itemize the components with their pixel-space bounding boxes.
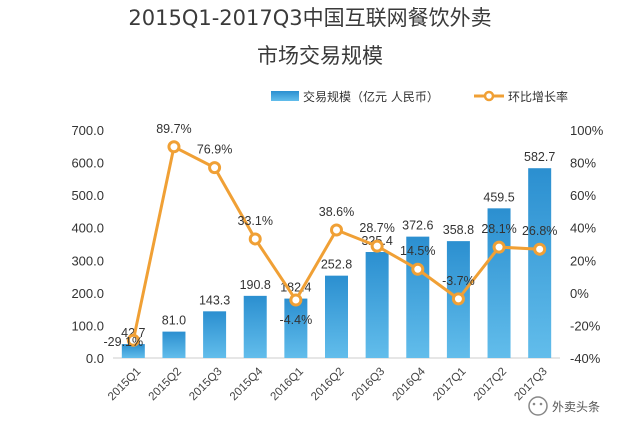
growth-value-label: 28.1% xyxy=(481,222,516,236)
growth-value-label: -3.7% xyxy=(442,274,475,288)
x-tick-label: 2016Q1 xyxy=(269,366,306,403)
x-tick-label: 2015Q2 xyxy=(147,366,184,403)
growth-value-label: -29.1% xyxy=(104,335,144,349)
left-tick-label: 500.0 xyxy=(71,188,104,203)
right-tick-label: -40% xyxy=(570,351,601,366)
left-tick-label: 300.0 xyxy=(71,253,104,268)
right-tick-label: 80% xyxy=(570,156,596,171)
chart-title: 2015Q1-2017Q3中国互联网餐饮外卖 xyxy=(128,6,491,30)
growth-value-label: 76.9% xyxy=(197,143,232,157)
line-labels: -29.1% 89.7% 76.9% 33.1% -4.4% 38.6% 28.7% 14.5… xyxy=(104,122,558,349)
x-tick-label: 2017Q3 xyxy=(512,366,549,403)
legend-bar-swatch xyxy=(271,91,299,101)
line-series xyxy=(126,140,547,347)
growth-value-label: 26.8% xyxy=(522,224,557,238)
x-tick-label: 2016Q4 xyxy=(390,365,428,403)
growth-point xyxy=(208,161,222,175)
x-tick-label: 2015Q3 xyxy=(187,366,224,403)
bar xyxy=(325,275,348,358)
x-axis: 2015Q1 2015Q2 2015Q3 2015Q4 2016Q1 2016Q2 2016… xyxy=(106,365,550,403)
growth-point xyxy=(411,262,425,276)
bar-value-label: 252.8 xyxy=(321,258,352,272)
growth-point xyxy=(248,232,262,246)
bar-value-label: 190.8 xyxy=(240,278,271,292)
bar-value-label: 358.8 xyxy=(443,223,474,237)
bar-value-label: 582.7 xyxy=(524,150,555,164)
x-tick-label: 2017Q2 xyxy=(472,366,509,403)
growth-point xyxy=(167,140,181,154)
x-tick-label: 2015Q4 xyxy=(228,365,266,403)
watermark: 外卖头条 xyxy=(528,396,600,416)
right-tick-label: -20% xyxy=(570,318,601,333)
x-tick-label: 2016Q2 xyxy=(309,366,346,403)
growth-point xyxy=(330,223,343,237)
watermark-icon-eye-right xyxy=(539,402,543,406)
right-tick-label: 40% xyxy=(570,221,596,236)
x-tick-label: 2017Q1 xyxy=(431,366,468,403)
bar xyxy=(528,168,552,358)
legend-line-marker xyxy=(483,90,495,102)
right-tick-label: 100% xyxy=(570,123,604,138)
left-tick-label: 0.0 xyxy=(86,351,104,366)
growth-value-label: 33.1% xyxy=(238,214,273,228)
right-tick-label: 0% xyxy=(570,286,589,301)
bar xyxy=(162,331,186,358)
left-tick-label: 600.0 xyxy=(71,156,104,171)
growth-value-label: 14.5% xyxy=(400,244,435,258)
left-tick-label: 700.0 xyxy=(71,123,104,138)
x-tick-label: 2015Q1 xyxy=(106,366,143,403)
left-axis: 0.0 100.0 200.0 300.0 400.0 500.0 600.0 700.0 xyxy=(71,123,104,366)
bar-value-label: 372.6 xyxy=(402,219,433,233)
growth-point xyxy=(126,333,140,347)
watermark-text: 外卖头条 xyxy=(552,400,600,414)
bar xyxy=(243,295,267,358)
growth-value-label: -4.4% xyxy=(280,313,313,327)
growth-value-label: 38.6% xyxy=(319,205,354,219)
right-tick-label: 20% xyxy=(570,253,596,268)
watermark-icon xyxy=(528,396,548,416)
growth-point xyxy=(289,293,303,307)
bar xyxy=(121,344,145,358)
left-tick-label: 200.0 xyxy=(71,286,104,301)
bar-value-label: 459.5 xyxy=(483,190,514,204)
growth-point xyxy=(533,242,547,256)
growth-point xyxy=(492,240,506,254)
left-tick-label: 400.0 xyxy=(71,221,104,236)
chart-subtitle: 市场交易规模 xyxy=(257,44,383,68)
bar xyxy=(284,298,308,358)
bar xyxy=(203,311,227,358)
bar xyxy=(365,252,389,358)
right-axis: -40% -20% 0% 20% 40% 60% 80% 100% xyxy=(570,123,604,366)
x-tick-label: 2016Q3 xyxy=(350,366,387,403)
legend-line-label: 环比增长率 xyxy=(508,89,568,104)
watermark-icon-eye-left xyxy=(532,402,536,406)
right-tick-label: 60% xyxy=(570,188,596,203)
bar-value-label: 143.3 xyxy=(199,293,230,307)
growth-point xyxy=(451,292,465,306)
growth-point xyxy=(370,239,384,253)
left-tick-label: 100.0 xyxy=(71,318,104,333)
legend-bar-label: 交易规模（亿元 人民币） xyxy=(303,89,439,104)
bar-value-label: 81.0 xyxy=(162,314,186,328)
growth-value-label: 89.7% xyxy=(156,122,191,136)
growth-value-label: 28.7% xyxy=(359,221,394,235)
